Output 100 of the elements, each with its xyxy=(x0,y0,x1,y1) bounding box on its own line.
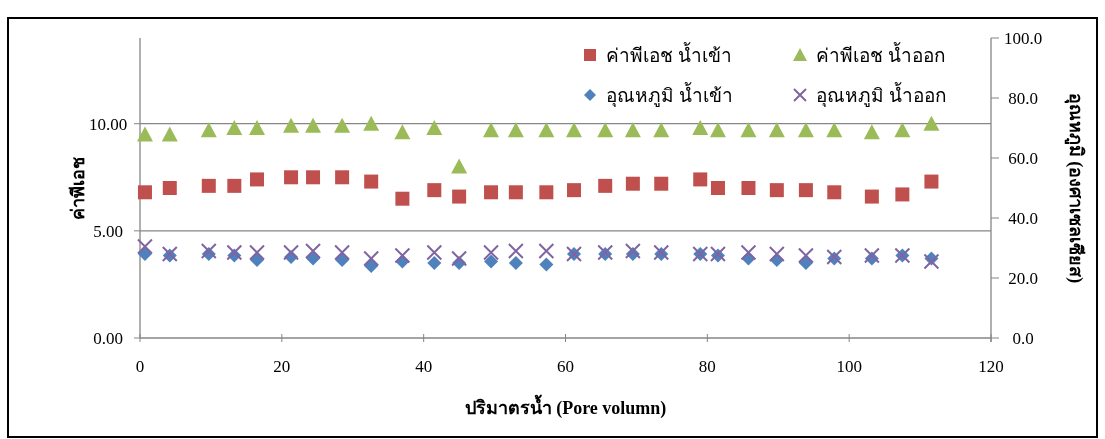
x-tick-label: 0 xyxy=(135,357,145,376)
point xyxy=(923,253,940,270)
point xyxy=(200,122,217,138)
point xyxy=(624,243,641,259)
point xyxy=(797,122,814,138)
point xyxy=(625,176,640,191)
y-tick-label: 5.00 xyxy=(93,221,123,241)
point xyxy=(566,122,583,138)
point xyxy=(394,247,411,264)
point xyxy=(427,183,442,198)
point xyxy=(740,244,757,261)
point xyxy=(693,172,708,187)
point xyxy=(452,189,467,204)
y-axis-title: ค่าพีเอช xyxy=(68,156,88,220)
point xyxy=(798,183,813,198)
point xyxy=(161,126,178,142)
point xyxy=(484,254,499,269)
legend-label: ค่าพีเอช น้ำออก xyxy=(816,42,946,66)
point xyxy=(136,238,153,255)
point xyxy=(364,174,379,189)
y2-tick-label: 100.0 xyxy=(1003,29,1043,48)
x-tick-label: 20 xyxy=(273,357,291,376)
point xyxy=(507,122,524,138)
point xyxy=(395,191,410,206)
point xyxy=(483,244,500,261)
point xyxy=(426,244,443,261)
point xyxy=(451,250,468,267)
point xyxy=(162,181,177,195)
point xyxy=(484,185,499,200)
legend-label: อุณหภูมิ น้ำเข้า xyxy=(606,82,733,108)
x-tick-label: 40 xyxy=(415,357,433,376)
point xyxy=(334,244,351,261)
point xyxy=(250,253,265,267)
point xyxy=(363,250,380,267)
point xyxy=(305,243,322,259)
legend-label: อุณหภูมิ น้ำออก xyxy=(816,82,947,108)
point xyxy=(227,178,242,193)
point xyxy=(826,122,843,138)
y-tick-label: 10.00 xyxy=(88,114,128,134)
point xyxy=(598,178,613,193)
point xyxy=(137,247,152,261)
point xyxy=(137,185,152,200)
y-tick-label: 0.00 xyxy=(93,329,123,348)
point xyxy=(226,120,243,135)
point xyxy=(283,244,300,261)
point xyxy=(200,243,217,259)
point xyxy=(624,122,641,138)
point xyxy=(226,244,243,261)
point xyxy=(508,185,523,200)
point xyxy=(283,117,300,133)
point xyxy=(249,244,266,261)
x-axis-title: ปริมาตรน้ำ (Pore volumn) xyxy=(464,394,667,419)
point xyxy=(709,122,726,138)
point xyxy=(863,247,880,264)
y2-tick-label: 60.0 xyxy=(1008,149,1038,168)
point xyxy=(394,124,411,140)
point xyxy=(335,170,350,185)
point xyxy=(426,120,443,135)
point xyxy=(740,122,757,138)
point xyxy=(654,176,669,191)
y2-axis-title: อุณหภูมิ (องศาเซลเซียส) xyxy=(1064,92,1086,284)
y2-tick-label: 20.0 xyxy=(1008,269,1038,288)
point xyxy=(567,183,582,198)
point xyxy=(538,122,555,138)
x-tick-label: 80 xyxy=(698,357,716,376)
y2-tick-label: 80.0 xyxy=(1008,89,1038,108)
point xyxy=(827,185,842,200)
point xyxy=(923,115,940,131)
point xyxy=(710,181,725,195)
point xyxy=(653,122,670,138)
point xyxy=(539,257,554,272)
point xyxy=(769,183,784,198)
y2-tick-label: 0.0 xyxy=(1012,329,1034,348)
point xyxy=(306,170,321,185)
point xyxy=(507,243,524,259)
point xyxy=(136,126,153,142)
point xyxy=(451,158,468,174)
point xyxy=(250,172,265,187)
point xyxy=(768,122,785,138)
point xyxy=(741,181,756,195)
point xyxy=(864,189,879,204)
point xyxy=(334,117,351,133)
point xyxy=(924,174,939,189)
point xyxy=(538,243,555,259)
point xyxy=(201,178,216,193)
x-tick-label: 120 xyxy=(978,357,1004,376)
point xyxy=(483,122,500,138)
point xyxy=(863,124,880,140)
point xyxy=(768,246,785,262)
point xyxy=(597,122,614,138)
point xyxy=(895,187,910,202)
point xyxy=(249,120,266,135)
x-tick-label: 100 xyxy=(836,357,862,376)
x-tick-label: 60 xyxy=(557,357,574,376)
legend-label: ค่าพีเอช น้ำเข้า xyxy=(606,42,732,66)
point xyxy=(539,185,554,200)
point xyxy=(692,120,709,135)
point xyxy=(427,256,442,270)
point xyxy=(363,115,380,131)
point xyxy=(305,117,322,133)
